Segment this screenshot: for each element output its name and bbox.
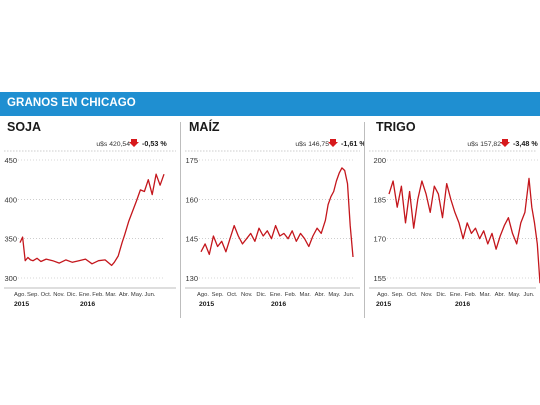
panel-divider <box>364 122 365 318</box>
x-tick-label: Feb. <box>92 292 104 298</box>
x-tick-label: Abr. <box>315 292 326 298</box>
x-tick-label: Mar. <box>300 292 312 298</box>
y-tick-label: 400 <box>4 195 17 204</box>
x-tick-label: May. <box>131 292 144 298</box>
change-label: -1,61 % <box>341 139 364 148</box>
x-tick-label: Oct. <box>407 292 418 298</box>
x-tick-label: Sep. <box>212 292 224 298</box>
x-tick-label: Ago. <box>14 292 26 298</box>
x-tick-label: Jun. <box>524 292 535 298</box>
x-tick-label: Abr. <box>495 292 506 298</box>
y-tick-label: 170 <box>373 235 386 244</box>
price-series-line <box>19 173 165 267</box>
price-label: u$s 146,75 <box>295 141 329 148</box>
y-tick-label: 350 <box>4 235 17 244</box>
y-tick-label: 155 <box>373 274 386 283</box>
y-tick-label: 145 <box>185 235 198 244</box>
change-label: -0,53 % <box>142 139 167 148</box>
panel-title: SOJA <box>7 120 42 134</box>
x-tick-label: Feb. <box>465 292 477 298</box>
x-tick-label: Dic. <box>256 292 266 298</box>
year-label: 2016 <box>271 301 286 308</box>
y-tick-label: 175 <box>185 156 198 165</box>
price-series-line <box>200 167 354 258</box>
chart-banner: GRANOS EN CHICAGO <box>0 92 540 116</box>
y-tick-label: 160 <box>185 195 198 204</box>
x-tick-label: Oct. <box>227 292 238 298</box>
down-arrow-icon <box>500 139 510 147</box>
y-tick-label: 200 <box>373 156 386 165</box>
x-tick-label: Feb. <box>285 292 297 298</box>
panel-title: TRIGO <box>376 120 416 134</box>
soja-panel: SOJA u$s 420,54 -0,53 % 300 350 400 450 Ago. Se… <box>0 116 180 336</box>
x-tick-label: Ago. <box>197 292 209 298</box>
x-tick-label: Dic. <box>436 292 446 298</box>
x-tick-label: May. <box>508 292 521 298</box>
year-label: 2015 <box>376 301 391 308</box>
year-label: 2015 <box>14 301 29 308</box>
banner-title: GRANOS EN CHICAGO <box>7 97 136 109</box>
x-tick-label: Sep. <box>392 292 404 298</box>
x-tick-label: Nov. <box>241 292 253 298</box>
trigo-panel: TRIGO u$s 157,82 -3,48 % 155 170 185 200 Ago. S… <box>365 116 540 336</box>
trigo-chart: u$s 157,82 -3,48 % 155 170 185 200 Ago. Sep. Oct… <box>369 139 540 308</box>
x-tick-label: Abr. <box>119 292 130 298</box>
panel-divider <box>180 122 181 318</box>
y-tick-label: 130 <box>185 274 198 283</box>
x-tick-label: Oct. <box>41 292 52 298</box>
year-label: 2015 <box>199 301 214 308</box>
soja-chart: u$s 420,54 -0,53 % 300 350 400 450 Ago. Sep. Oct… <box>4 139 176 308</box>
maiz-chart: u$s 146,75 -1,61 % 130 145 160 175 Ago. Sep. Oct… <box>185 139 364 308</box>
y-tick-label: 185 <box>373 195 386 204</box>
x-tick-label: May. <box>328 292 341 298</box>
price-series-line <box>388 177 540 284</box>
x-tick-label: Sep. <box>27 292 39 298</box>
x-tick-label: Nov. <box>53 292 65 298</box>
year-label: 2016 <box>80 301 95 308</box>
x-tick-label: Mar. <box>105 292 117 298</box>
x-tick-label: Ene. <box>450 292 462 298</box>
y-tick-label: 300 <box>4 274 17 283</box>
x-tick-label: Ene. <box>79 292 91 298</box>
panel-title: MAÍZ <box>189 120 220 134</box>
x-tick-label: Dic. <box>67 292 77 298</box>
year-label: 2016 <box>455 301 470 308</box>
x-tick-label: Ago. <box>377 292 389 298</box>
down-arrow-icon <box>129 139 139 147</box>
x-tick-label: Jun. <box>145 292 156 298</box>
y-tick-label: 450 <box>4 156 17 165</box>
x-tick-label: Jun. <box>344 292 355 298</box>
maiz-panel: MAÍZ u$s 146,75 -1,61 % 130 145 160 175 Ago. Se… <box>181 116 364 336</box>
x-tick-label: Mar. <box>480 292 492 298</box>
change-label: -3,48 % <box>513 139 538 148</box>
down-arrow-icon <box>328 139 338 147</box>
price-label: u$s 157,82 <box>467 141 501 148</box>
price-label: u$s 420,54 <box>96 141 130 148</box>
x-tick-label: Nov. <box>421 292 433 298</box>
x-tick-label: Ene. <box>270 292 282 298</box>
